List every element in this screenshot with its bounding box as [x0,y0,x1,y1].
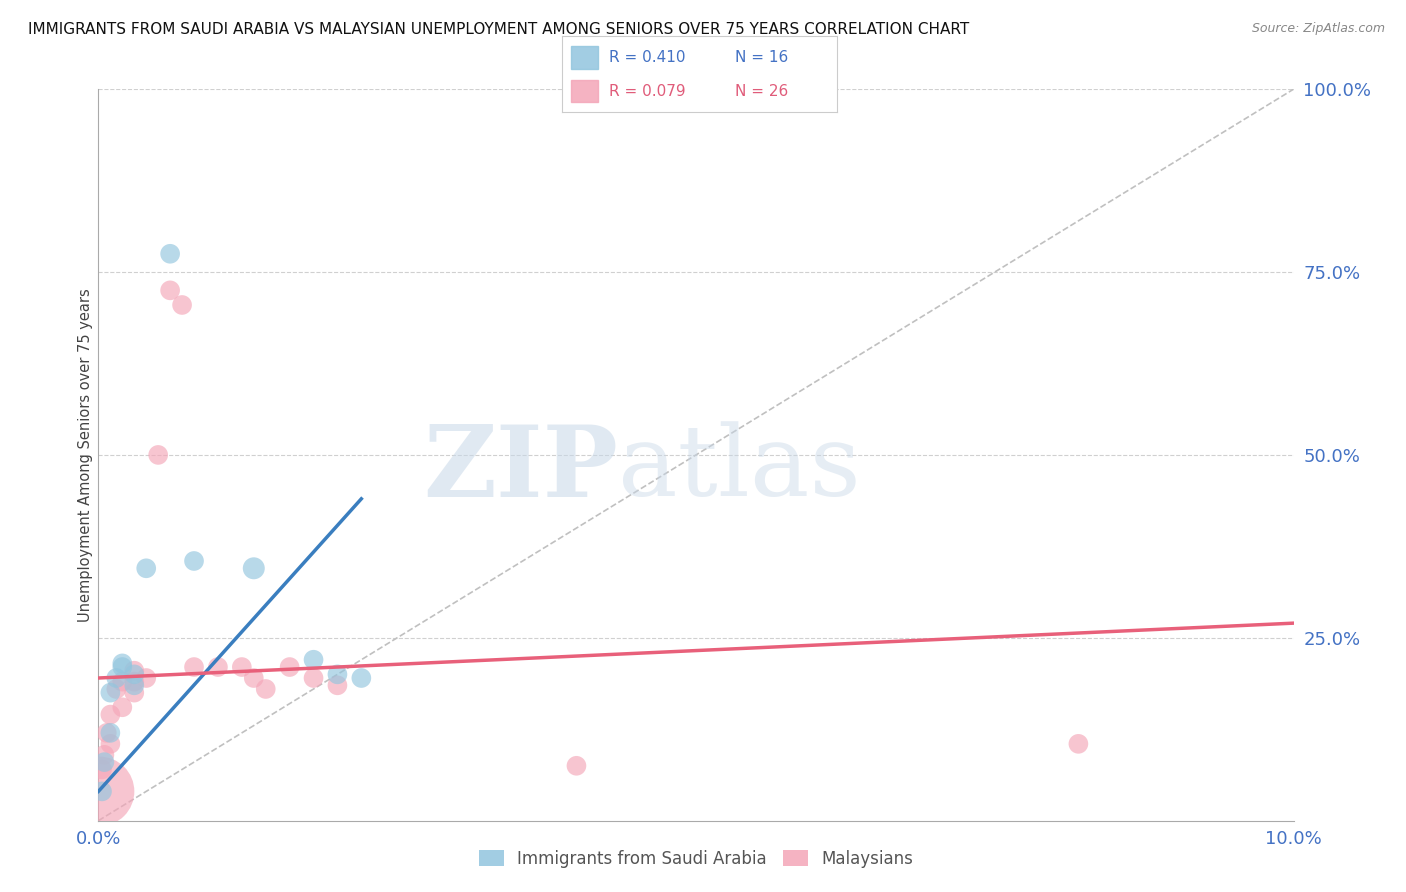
Point [93,747,115,762]
Point [93,755,115,769]
Text: N = 16: N = 16 [735,50,789,65]
Point [278,660,301,674]
Y-axis label: Unemployment Among Seniors over 75 years: Unemployment Among Seniors over 75 years [77,288,93,622]
Point [172,298,194,312]
Point [124,686,146,700]
Point [100,737,122,751]
Point [96,726,118,740]
Point [91,784,114,798]
Point [100,726,122,740]
Point [326,667,349,681]
Text: Source: ZipAtlas.com: Source: ZipAtlas.com [1251,22,1385,36]
Point [135,671,157,685]
Point [111,657,134,671]
Point [302,671,325,685]
Point [159,246,181,260]
Point [183,660,205,674]
Point [243,671,266,685]
Bar [571,46,598,69]
Point [111,674,134,689]
Point [326,678,349,692]
Text: atlas: atlas [619,422,860,517]
Text: R = 0.410: R = 0.410 [609,50,686,65]
Point [91,763,114,777]
Point [100,707,122,722]
Point [89,784,111,798]
Point [183,554,205,568]
Point [231,660,253,674]
Point [565,758,588,772]
Point [100,686,122,700]
Point [254,681,277,696]
Point [1067,737,1090,751]
Point [148,448,170,462]
Bar [571,79,598,103]
Text: N = 26: N = 26 [735,84,789,98]
Legend: Immigrants from Saudi Arabia, Malaysians: Immigrants from Saudi Arabia, Malaysians [472,843,920,874]
Point [124,674,146,689]
Point [105,671,128,685]
Point [135,561,157,575]
Point [124,678,146,692]
Point [111,660,134,674]
Point [243,561,266,575]
Point [111,700,134,714]
Point [159,284,181,298]
Point [124,664,146,678]
Point [207,660,229,674]
Point [124,667,146,681]
Point [350,671,373,685]
Point [302,653,325,667]
Text: ZIP: ZIP [423,421,619,518]
Point [105,681,128,696]
Text: R = 0.079: R = 0.079 [609,84,686,98]
Text: IMMIGRANTS FROM SAUDI ARABIA VS MALAYSIAN UNEMPLOYMENT AMONG SENIORS OVER 75 YEA: IMMIGRANTS FROM SAUDI ARABIA VS MALAYSIA… [28,22,969,37]
